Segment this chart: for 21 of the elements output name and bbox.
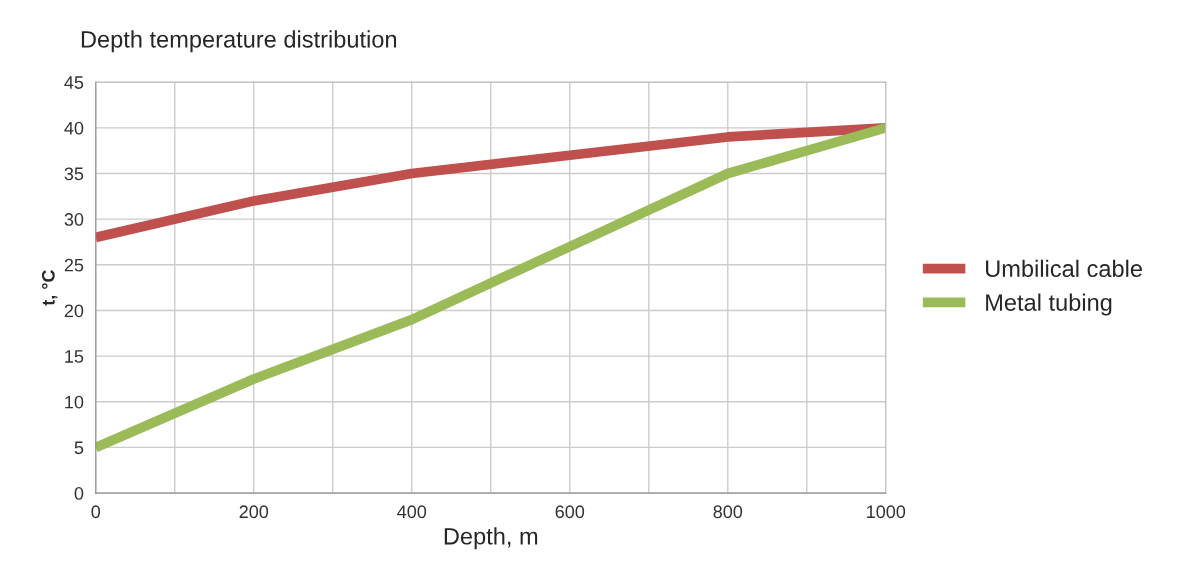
x-tick-label: 400 bbox=[397, 505, 427, 519]
y-tick-label: 45 bbox=[64, 76, 84, 89]
y-tick-label: 35 bbox=[64, 167, 84, 181]
y-tick-label: 0 bbox=[74, 487, 84, 500]
x-tick-label: 600 bbox=[555, 505, 585, 519]
x-tick-label: 200 bbox=[239, 505, 269, 519]
y-tick-label: 10 bbox=[65, 395, 84, 409]
x-tick-label: 1000 bbox=[867, 505, 906, 519]
legend-label: Umbilical cable bbox=[986, 259, 1142, 278]
x-axis-title: Depth, m bbox=[444, 527, 538, 550]
y-axis-title: t, °C bbox=[41, 269, 58, 306]
y-tick-label: 20 bbox=[64, 304, 84, 318]
legend-label: Metal tubing bbox=[986, 293, 1112, 316]
y-tick-label: 25 bbox=[64, 258, 84, 272]
chart-title: Depth temperature distribution bbox=[81, 30, 397, 53]
y-tick-label: 40 bbox=[64, 121, 84, 135]
y-tick-label: 30 bbox=[64, 213, 84, 226]
y-tick-label: 15 bbox=[65, 350, 84, 363]
x-tick-label: 0 bbox=[91, 505, 101, 519]
x-tick-label: 800 bbox=[713, 505, 743, 519]
y-tick-label: 5 bbox=[74, 441, 84, 455]
